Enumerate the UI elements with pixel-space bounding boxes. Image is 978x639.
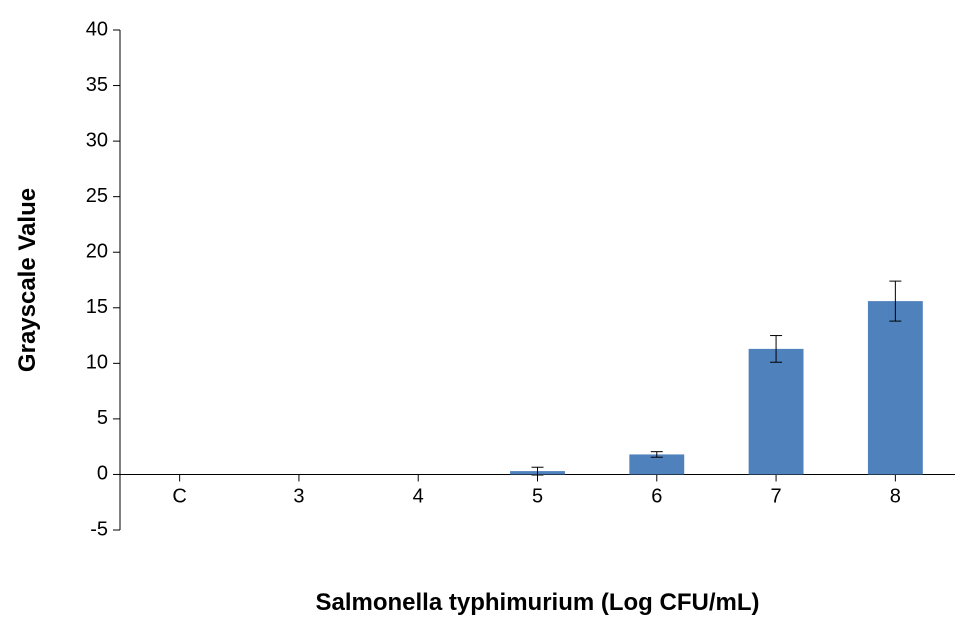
y-tick-label: -5 bbox=[90, 518, 108, 540]
y-tick-label: 25 bbox=[86, 185, 108, 207]
x-tick-label: 8 bbox=[890, 485, 901, 507]
y-tick-label: 10 bbox=[86, 352, 108, 374]
x-tick-label: C bbox=[172, 485, 186, 507]
y-tick-label: 35 bbox=[86, 74, 108, 96]
chart-container: -5 0 5 10 15 20 25 30 35 40 C 3 4 5 6 7 8 Grayscale Value… bbox=[0, 0, 978, 639]
y-axis-label: Grayscale Value bbox=[14, 188, 41, 372]
y-tick-label: 15 bbox=[86, 296, 108, 318]
bar-chart: -5 0 5 10 15 20 25 30 35 40 C 3 4 5 6 7 8 Grayscale Value… bbox=[0, 0, 978, 639]
x-tick-label: 7 bbox=[771, 485, 782, 507]
chart-bg bbox=[0, 0, 978, 639]
y-tick-label: 20 bbox=[86, 241, 108, 263]
x-axis-label: Salmonella typhimurium (Log CFU/mL) bbox=[315, 589, 759, 616]
x-tick-label: 3 bbox=[293, 485, 304, 507]
y-tick-label: 0 bbox=[97, 463, 108, 485]
x-tick-label: 4 bbox=[413, 485, 424, 507]
y-tick-label: 30 bbox=[86, 129, 108, 151]
x-tick-label: 5 bbox=[532, 485, 543, 507]
x-tick-label: 6 bbox=[651, 485, 662, 507]
bar bbox=[749, 349, 804, 475]
bar bbox=[868, 301, 923, 474]
y-tick-label: 5 bbox=[97, 407, 108, 429]
y-tick-label: 40 bbox=[86, 18, 108, 40]
